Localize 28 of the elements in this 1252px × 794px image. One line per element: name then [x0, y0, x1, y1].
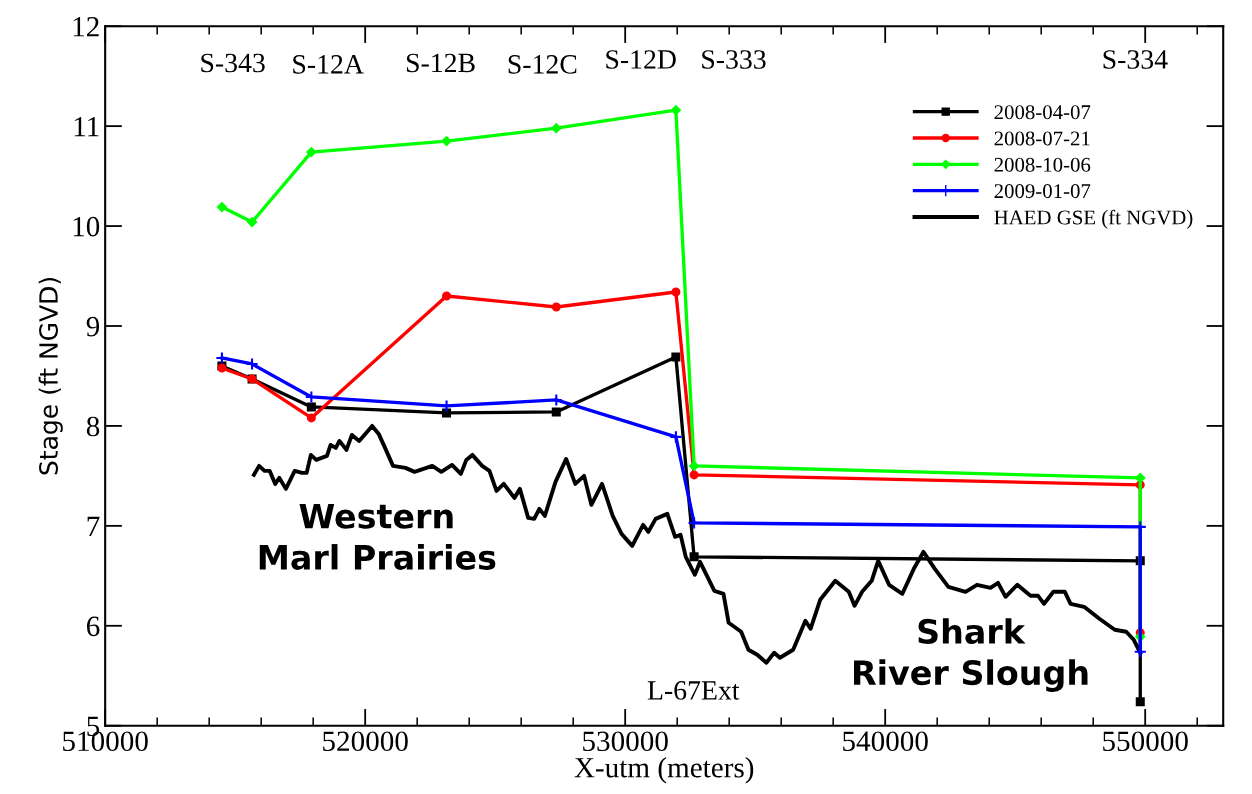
y-tick-label: 7 [87, 516, 100, 536]
y-tick-label: 8 [86, 416, 100, 437]
legend-label: 2008-07-21 [994, 131, 1090, 146]
y-tick-label: 10 [73, 216, 100, 237]
x-tick-label: 540000 [843, 731, 928, 752]
annotation: Western Marl Prairies [259, 503, 496, 570]
annotation: S-333 [702, 50, 766, 69]
annotation: Shark River Slough [854, 618, 1088, 692]
annotation: S-343 [201, 53, 265, 73]
y-tick-label: 6 [86, 616, 100, 637]
legend-label: 2008-04-07 [994, 105, 1091, 120]
x-tick-label: 550000 [1103, 731, 1188, 752]
y-axis-title: Stage (ft NGVD) [38, 277, 63, 475]
y-tick-label: 9 [86, 316, 100, 337]
annotation: S-12D [606, 50, 676, 69]
y-tick-label: 12 [73, 17, 99, 37]
legend-label: 2009-01-07 [994, 184, 1091, 199]
legend-label: HAED GSE (ft NGVD) [994, 209, 1193, 229]
annotation: L-67Ext [647, 681, 740, 700]
y-tick-label: 11 [74, 117, 99, 137]
annotation: S-12B [406, 53, 475, 73]
x-tick-label: 530000 [583, 731, 668, 752]
x-tick-label: 520000 [323, 731, 408, 752]
annotation: S-334 [1103, 50, 1168, 69]
annotation: S-12A [293, 55, 364, 74]
annotation: S-12C [508, 55, 577, 74]
legend-label: 2008-10-06 [994, 157, 1091, 172]
x-axis-title: X-utm (meters) [574, 757, 754, 784]
